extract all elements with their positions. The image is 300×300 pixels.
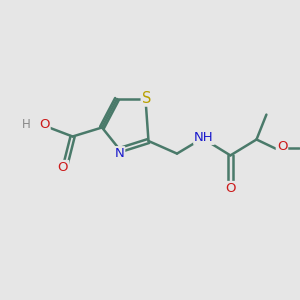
Text: O: O xyxy=(39,118,50,131)
Text: O: O xyxy=(277,140,287,153)
Text: NH: NH xyxy=(194,131,214,144)
Text: S: S xyxy=(142,91,151,106)
Text: N: N xyxy=(115,147,124,160)
Text: O: O xyxy=(225,182,236,195)
Text: O: O xyxy=(58,161,68,174)
Text: H: H xyxy=(22,118,31,131)
